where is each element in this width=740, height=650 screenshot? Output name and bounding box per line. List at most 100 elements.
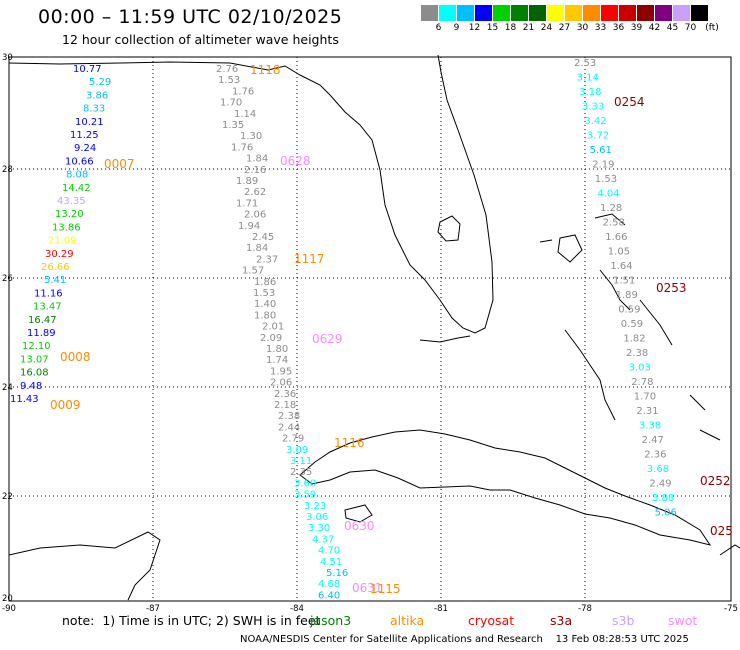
coastline [8,54,740,601]
color-tick-label: 18 [504,23,517,33]
color-tick-label: 9 [453,23,460,33]
hispaniola [719,544,740,556]
center-track-value: 2.35 [290,467,312,478]
pass-tag: 0007 [104,157,135,171]
satellite-tracks: 10.77 5.29 3.86 8.33 10.21 11.25 9.24 10.66 8.08… [10,58,677,601]
east-track-value: 0.59 [618,305,640,316]
west-track-value: 8.08 [66,170,88,181]
west-track-value: 9.24 [74,143,96,154]
lon-label: -87 [146,604,160,614]
center-track-value: 1.94 [238,221,260,232]
center-track-value: 4.51 [320,557,342,568]
center-track-value: 1.84 [246,243,268,254]
lon-label: -75 [724,604,738,614]
center-track-value: 2.45 [252,232,274,243]
axis-labels: -90 -87 -84 -81 -78 -75 30 28 26 24 22 20 [2,53,738,614]
color-swatch [511,5,528,21]
color-tick-label: 30 [576,23,589,33]
east-track-value: 1.51 [613,276,635,287]
west-track-value: 11.25 [70,130,99,141]
center-track-value: 3.60 [294,478,316,489]
center-track-value: 3.59 [294,490,316,501]
page-title: 00:00 – 11:59 UTC 02/10/2025 [38,6,343,28]
west-track-value: 11.43 [10,394,39,405]
page-subtitle: 12 hour collection of altimeter wave hei… [62,32,339,47]
legend-s3b: s3b [612,613,635,628]
color-tick-label: 24 [540,23,553,33]
color-swatch [637,5,654,21]
center-track-value: 3.09 [286,445,308,456]
legend-altika: altika [390,613,425,628]
east-track-value: 2.36 [644,450,666,461]
center-track-value: 2.06 [270,378,292,389]
west-track-value: 43.35 [57,196,86,207]
lon-label: -81 [434,604,448,614]
east-track-value: 4.04 [597,189,619,200]
east-track-value: 2.19 [592,160,614,171]
center-track-value: 4.70 [318,546,340,557]
west-track-value: 13.07 [20,354,49,365]
map-frame [8,56,732,602]
pass-tag: 1117 [294,252,325,266]
pass-tag: 025 [710,524,733,538]
lat-label: 28 [2,165,13,175]
lon-label: -90 [2,604,16,614]
west-track-value: 11.89 [27,328,56,339]
east-track-value: 3.72 [587,131,609,142]
color-swatch [601,5,618,21]
center-track-value: 2.38 [278,411,300,422]
pass-tags: 0007 0008 0009 1118 0628 1117 0629 1116 0630 0631… [50,63,733,596]
center-track-value: 1.35 [222,120,244,131]
east-track-value: 1.53 [595,174,617,185]
color-swatch [583,5,600,21]
east-track-value: 1.70 [634,392,656,403]
east-track-value: 0.59 [621,319,643,330]
isla-de-la-juventud [344,504,373,523]
color-tick-label: 6 [435,23,442,33]
west-track-value: 16.47 [28,315,57,326]
east-track-value: 3.88 [652,493,674,504]
legend-s3a: s3a [550,613,573,628]
west-track-value: 9.48 [20,381,42,392]
credit-line: NOAA/NESDIS Center for Satellite Applica… [240,634,689,645]
east-track-value: 2.47 [642,435,664,446]
color-tick-label: 70 [684,23,697,33]
legend-jason3: jason3 [310,613,352,628]
center-track-value: 2.37 [256,254,278,265]
gulf-coast [8,54,494,334]
west-track-value: 21.09 [48,236,77,247]
center-track-value: 1.14 [234,109,256,120]
pass-tag: 1116 [334,436,365,450]
lat-lon-grid [9,57,731,601]
center-track-value: 1.74 [266,355,288,366]
east-track-value: 3.38 [639,421,661,432]
center-track-value: 2.36 [274,389,296,400]
color-tick-label: 12 [468,23,481,33]
center-track-value: 1.84 [246,154,268,165]
pass-tag: 0008 [60,350,91,364]
center-track-value: 1.95 [270,366,292,377]
west-track-value: 10.77 [73,64,102,75]
east-track-value: 2.38 [626,348,648,359]
pass-tag: 1118 [250,63,281,77]
bahamas-south [564,299,721,441]
color-tick-label: 21 [522,23,535,33]
color-swatch [655,5,672,21]
center-track-value: 2.79 [282,434,304,445]
west-track-value: 13.47 [33,302,62,313]
cuba [299,429,712,546]
color-swatch [565,5,582,21]
center-track-value: 1.80 [254,310,276,321]
east-track-value: 2.53 [574,58,596,69]
pass-tag: 0631 [352,581,383,595]
color-swatch [475,5,492,21]
east-track-value: 1.28 [600,203,622,214]
center-track-value: 1.86 [254,277,276,288]
pass-tag: 0254 [614,95,645,109]
color-swatch [493,5,510,21]
color-unit-label: (ft) [705,23,719,33]
west-track-value: 12.10 [22,341,51,352]
center-track-value: 1.76 [232,86,254,97]
east-track-value: 1.05 [608,247,630,258]
